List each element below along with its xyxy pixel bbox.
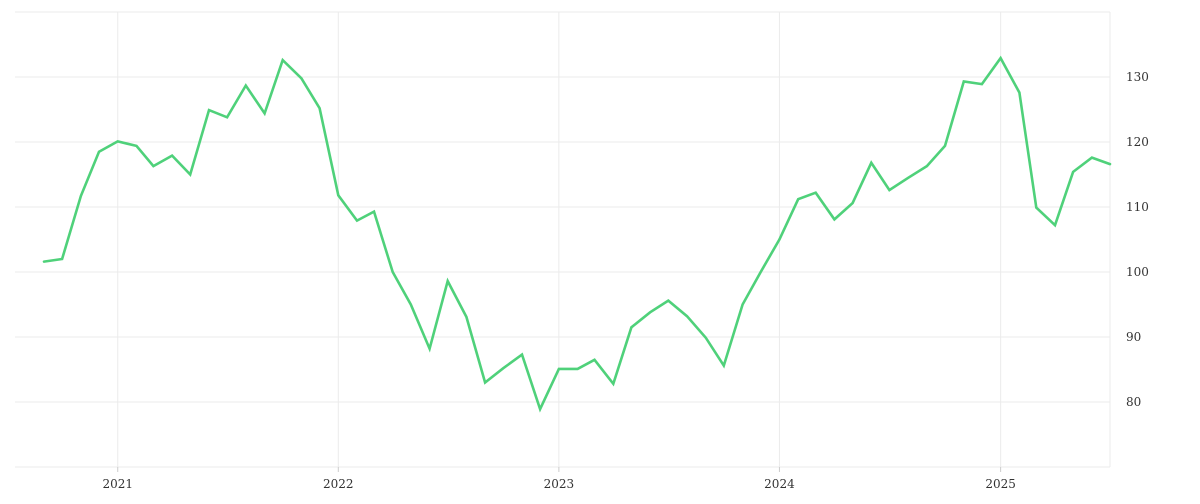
data-point [887, 188, 891, 192]
data-point [925, 164, 929, 168]
data-point [170, 154, 174, 158]
data-point [318, 106, 322, 110]
data-point [464, 315, 468, 319]
data-point [759, 270, 763, 274]
data-point [79, 194, 83, 198]
data-point [281, 58, 285, 62]
label-layer: 80 90 100 110 120 130 2021 2022 2023 2024 2025 [102, 70, 1148, 491]
data-point [851, 201, 855, 205]
data-point [777, 238, 781, 242]
y-tick-label: 130 [1126, 70, 1149, 84]
data-point [1108, 162, 1112, 166]
data-point [299, 76, 303, 80]
data-point [1017, 91, 1021, 95]
data-point [42, 260, 46, 264]
data-point [372, 210, 376, 214]
data-point [1071, 170, 1075, 174]
data-point [666, 299, 670, 303]
data-point [501, 366, 505, 370]
data-point [1034, 206, 1038, 210]
data-point [557, 367, 561, 371]
data-point [648, 310, 652, 314]
y-tick-label: 110 [1126, 200, 1149, 214]
data-point [244, 83, 248, 87]
data-point [428, 347, 432, 351]
data-point [629, 325, 633, 329]
axis-layer [117, 12, 1111, 472]
grid-layer [15, 11, 1110, 468]
series-layer [42, 55, 1112, 413]
data-point [188, 173, 192, 177]
x-tick-label: 2022 [323, 477, 354, 491]
x-tick-label: 2021 [102, 477, 133, 491]
data-point [207, 108, 211, 112]
data-point [906, 176, 910, 180]
data-point [263, 111, 267, 115]
data-point [97, 150, 101, 154]
x-tick-label: 2023 [544, 477, 575, 491]
data-point [980, 82, 984, 86]
data-point [151, 164, 155, 168]
data-point [814, 191, 818, 195]
data-point [962, 80, 966, 84]
data-point [483, 381, 487, 385]
data-point [869, 161, 873, 165]
data-point [60, 257, 64, 261]
data-point [1090, 156, 1094, 160]
data-point [134, 144, 138, 148]
data-point [704, 336, 708, 340]
data-point [1053, 223, 1057, 227]
data-point [611, 382, 615, 386]
data-point [409, 303, 413, 307]
data-point [999, 56, 1003, 60]
data-point [832, 217, 836, 221]
data-point [391, 270, 395, 274]
data-point [520, 353, 524, 357]
data-point [116, 139, 120, 143]
data-point [593, 358, 597, 362]
data-point [355, 219, 359, 223]
series-line [42, 55, 1112, 413]
data-point [538, 407, 542, 411]
data-point [741, 303, 745, 307]
data-point [336, 193, 340, 197]
data-point [796, 197, 800, 201]
x-tick-label: 2024 [764, 477, 795, 491]
data-point [685, 314, 689, 318]
data-point [722, 364, 726, 368]
y-tick-label: 120 [1126, 135, 1149, 149]
data-point [576, 367, 580, 371]
data-point [943, 144, 947, 148]
data-point [446, 279, 450, 283]
x-tick-label: 2025 [985, 477, 1016, 491]
y-tick-label: 80 [1126, 395, 1141, 409]
data-point [225, 115, 229, 119]
y-tick-label: 100 [1126, 265, 1149, 279]
y-tick-label: 90 [1126, 330, 1141, 344]
